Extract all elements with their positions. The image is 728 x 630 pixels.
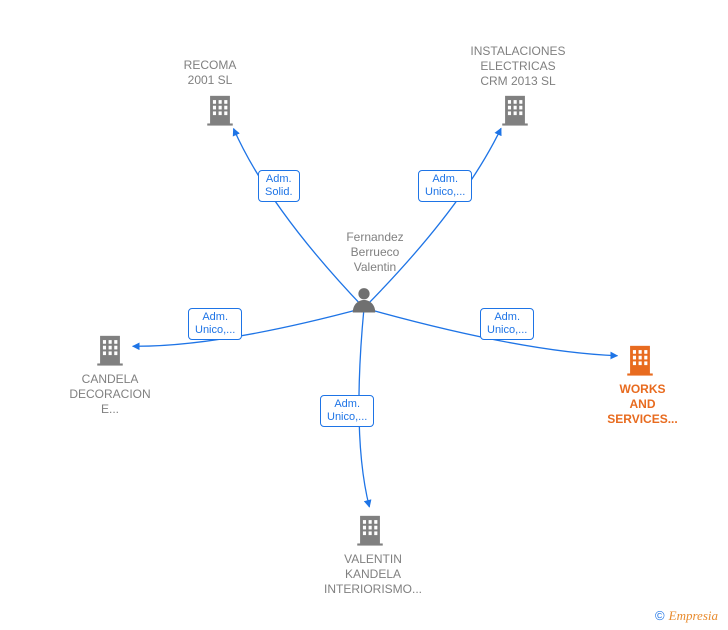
watermark: © Empresia xyxy=(655,608,718,624)
center-node-label: Fernandez Berrueco Valentin xyxy=(330,230,420,275)
edge-label: Adm. Solid. xyxy=(258,170,300,202)
building-icon[interactable] xyxy=(627,346,653,376)
edge-label: Adm. Unico,... xyxy=(418,170,472,202)
building-icon[interactable] xyxy=(357,516,383,546)
edge-label: Adm. Unico,... xyxy=(188,308,242,340)
diagram-canvas xyxy=(0,0,728,630)
watermark-text: Empresia xyxy=(669,608,718,623)
edge-label: Adm. Unico,... xyxy=(480,308,534,340)
node-label: VALENTIN KANDELA INTERIORISMO... xyxy=(308,552,438,597)
copyright-symbol: © xyxy=(655,608,665,623)
node-label: INSTALACIONES ELECTRICAS CRM 2013 SL xyxy=(458,44,578,89)
node-label: WORKS AND SERVICES... xyxy=(595,382,690,427)
building-icon[interactable] xyxy=(502,96,528,126)
edge-label: Adm. Unico,... xyxy=(320,395,374,427)
node-label: CANDELA DECORACION E... xyxy=(55,372,165,417)
building-icon[interactable] xyxy=(97,336,123,366)
edge xyxy=(133,308,364,346)
node-label: RECOMA 2001 SL xyxy=(165,58,255,88)
edge xyxy=(234,129,364,308)
building-icon[interactable] xyxy=(207,96,233,126)
edge xyxy=(364,128,501,308)
